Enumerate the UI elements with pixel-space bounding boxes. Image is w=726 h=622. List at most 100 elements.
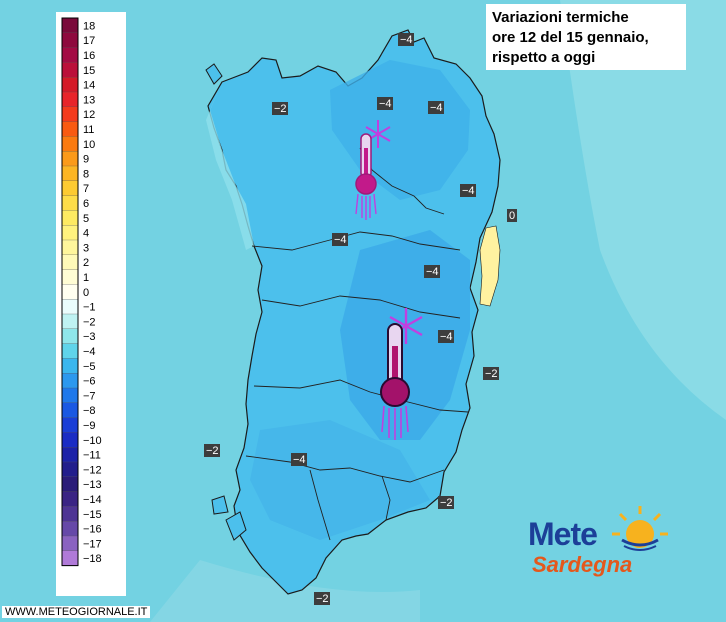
- legend-swatch: [61, 210, 79, 226]
- isoline-label: −4: [428, 101, 444, 114]
- legend-label: −14: [83, 494, 102, 506]
- legend-swatch: [61, 165, 79, 182]
- legend-label: 7: [83, 183, 89, 195]
- legend-swatch: [61, 106, 79, 123]
- isoline-label: −4: [332, 233, 348, 246]
- svg-text:−2: −2: [440, 497, 453, 509]
- legend-label: −13: [83, 479, 102, 491]
- legend-swatch: [61, 62, 79, 78]
- isoline-label: −4: [460, 184, 476, 197]
- logo-sun-icon: [612, 506, 668, 551]
- isoline-label: −2: [483, 367, 499, 380]
- legend-label: 6: [83, 198, 89, 210]
- legend-swatch: [61, 32, 79, 49]
- legend-swatch: [61, 91, 79, 108]
- legend-swatch: [61, 77, 79, 93]
- logo-sardegna-text: Sardegna: [532, 552, 633, 577]
- svg-text:−4: −4: [430, 102, 443, 114]
- legend-label: 2: [83, 257, 89, 269]
- legend-label: 8: [83, 168, 89, 180]
- legend-swatch: [61, 358, 79, 374]
- legend-swatch: [61, 180, 79, 197]
- legend-swatch: [61, 195, 79, 211]
- legend-swatch: [61, 432, 79, 448]
- legend-label: −4: [83, 346, 96, 358]
- warm-coast-strip: [479, 225, 501, 307]
- legend-swatch: [61, 239, 79, 256]
- legend-swatch: [61, 328, 79, 345]
- legend-swatch: [61, 121, 79, 137]
- legend-swatch: [61, 417, 79, 433]
- island-sant-antioco: [225, 511, 247, 541]
- title-line: ore 12 del 15 gennaio,: [492, 29, 649, 46]
- legend-label: 16: [83, 50, 95, 62]
- isoline-label: −2: [204, 444, 220, 457]
- legend-label: −3: [83, 331, 96, 343]
- svg-text:−4: −4: [379, 98, 392, 110]
- legend-label: −1: [83, 302, 96, 314]
- isoline-label: −2: [272, 102, 288, 115]
- legend-border: [61, 17, 79, 567]
- island-asinara: [205, 63, 223, 85]
- legend-swatch: [61, 151, 79, 167]
- legend-swatch: [61, 47, 79, 63]
- legend-swatch: [61, 476, 79, 493]
- legend-label: 13: [83, 94, 95, 106]
- map-title: Variazioni termiche ore 12 del 15 gennai…: [486, 4, 686, 70]
- source-watermark: WWW.METEOGIORNALE.IT: [2, 606, 151, 618]
- legend-swatch: [61, 136, 79, 152]
- legend-label: 9: [83, 154, 89, 166]
- legend-label: 14: [83, 80, 95, 92]
- svg-text:−2: −2: [485, 368, 498, 380]
- title-line: rispetto a oggi: [492, 49, 596, 66]
- legend-label: 10: [83, 139, 95, 151]
- isoline-label: −4: [377, 97, 393, 110]
- legend-label: −10: [83, 435, 102, 447]
- legend-swatch: [61, 254, 79, 271]
- legend-label: 11: [83, 124, 94, 136]
- sea-light-band: [560, 0, 726, 420]
- legend-label: −15: [83, 509, 102, 521]
- legend-swatch: [61, 313, 79, 330]
- province-boundaries: [245, 147, 469, 541]
- legend-swatch: [61, 343, 79, 359]
- svg-text:−4: −4: [440, 331, 453, 343]
- isoline-label: −4: [398, 33, 414, 46]
- legend-swatch: [61, 550, 79, 567]
- cold-zone-south: [250, 420, 430, 540]
- legend-label: −12: [83, 464, 102, 476]
- isoline-label: −2: [314, 592, 330, 605]
- legend-swatch: [61, 387, 79, 404]
- svg-text:−2: −2: [274, 103, 287, 115]
- legend-label: −16: [83, 524, 102, 536]
- legend-swatch: [61, 373, 79, 389]
- legend-label: 18: [83, 20, 95, 32]
- legend-label: −5: [83, 361, 96, 373]
- legend-label: −18: [83, 553, 102, 565]
- legend-label: −17: [83, 538, 102, 550]
- legend-swatch: [61, 535, 79, 552]
- svg-text:−4: −4: [400, 34, 413, 46]
- legend-swatch: [61, 506, 79, 522]
- logo-meteo-text: Mete: [528, 516, 598, 552]
- legend-swatch: [61, 461, 79, 478]
- svg-text:−2: −2: [206, 445, 219, 457]
- cold-thermometer-icon: [380, 308, 423, 440]
- legend-label: 15: [83, 65, 95, 77]
- legend-swatch: [61, 225, 79, 241]
- legend-label: −2: [83, 316, 96, 328]
- pale-coast-west: [206, 82, 254, 250]
- legend-label: −7: [83, 390, 96, 402]
- isoline-label: −2: [438, 496, 454, 509]
- legend-swatch: [61, 17, 79, 34]
- svg-text:−4: −4: [426, 266, 439, 278]
- legend-label: 5: [83, 213, 89, 225]
- legend-label: −11: [83, 450, 101, 462]
- title-line: Variazioni termiche: [492, 9, 629, 26]
- legend-swatch: [61, 447, 79, 463]
- meteo-sardegna-logo: Mete Sardegna: [528, 508, 678, 584]
- legend-label: 1: [83, 272, 89, 284]
- legend-label: 12: [83, 109, 95, 121]
